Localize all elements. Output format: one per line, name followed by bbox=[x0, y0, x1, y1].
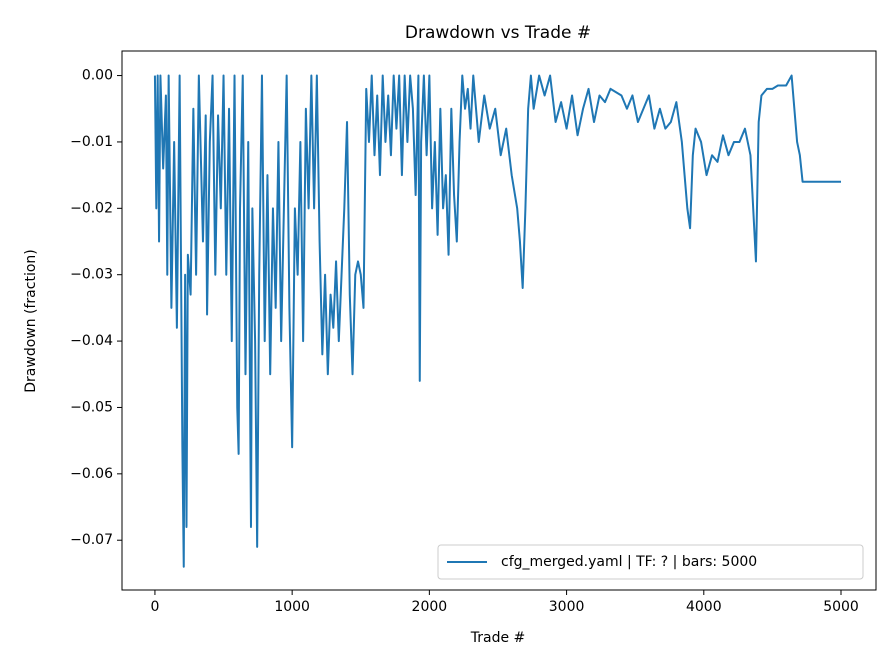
chart-title: Drawdown vs Trade # bbox=[405, 23, 591, 43]
axes-frame bbox=[121, 50, 877, 591]
y-tick-label: −0.04 bbox=[70, 333, 113, 349]
x-tick-label: 2000 bbox=[412, 599, 448, 615]
y-tick-label: 0.00 bbox=[82, 68, 113, 84]
y-tick-label: −0.06 bbox=[70, 466, 113, 482]
x-tick-label: 3000 bbox=[549, 599, 585, 615]
x-tick-label: 5000 bbox=[823, 599, 859, 615]
y-tick-label: −0.01 bbox=[70, 134, 113, 150]
x-tick-label: 4000 bbox=[686, 599, 722, 615]
y-tick-label: −0.07 bbox=[70, 532, 113, 548]
data-line bbox=[153, 74, 842, 568]
y-tick-label: −0.05 bbox=[70, 399, 113, 415]
x-tick-label: 1000 bbox=[274, 599, 310, 615]
x-tick-label: 0 bbox=[150, 599, 159, 615]
legend-label: cfg_merged.yaml | TF: ? | bars: 5000 bbox=[501, 554, 757, 570]
legend-box bbox=[437, 544, 864, 580]
y-tick-label: −0.02 bbox=[70, 200, 113, 216]
y-tick-label: −0.03 bbox=[70, 267, 113, 283]
y-axis-label: Drawdown (fraction) bbox=[23, 249, 39, 393]
x-axis-label: Trade # bbox=[470, 630, 526, 646]
